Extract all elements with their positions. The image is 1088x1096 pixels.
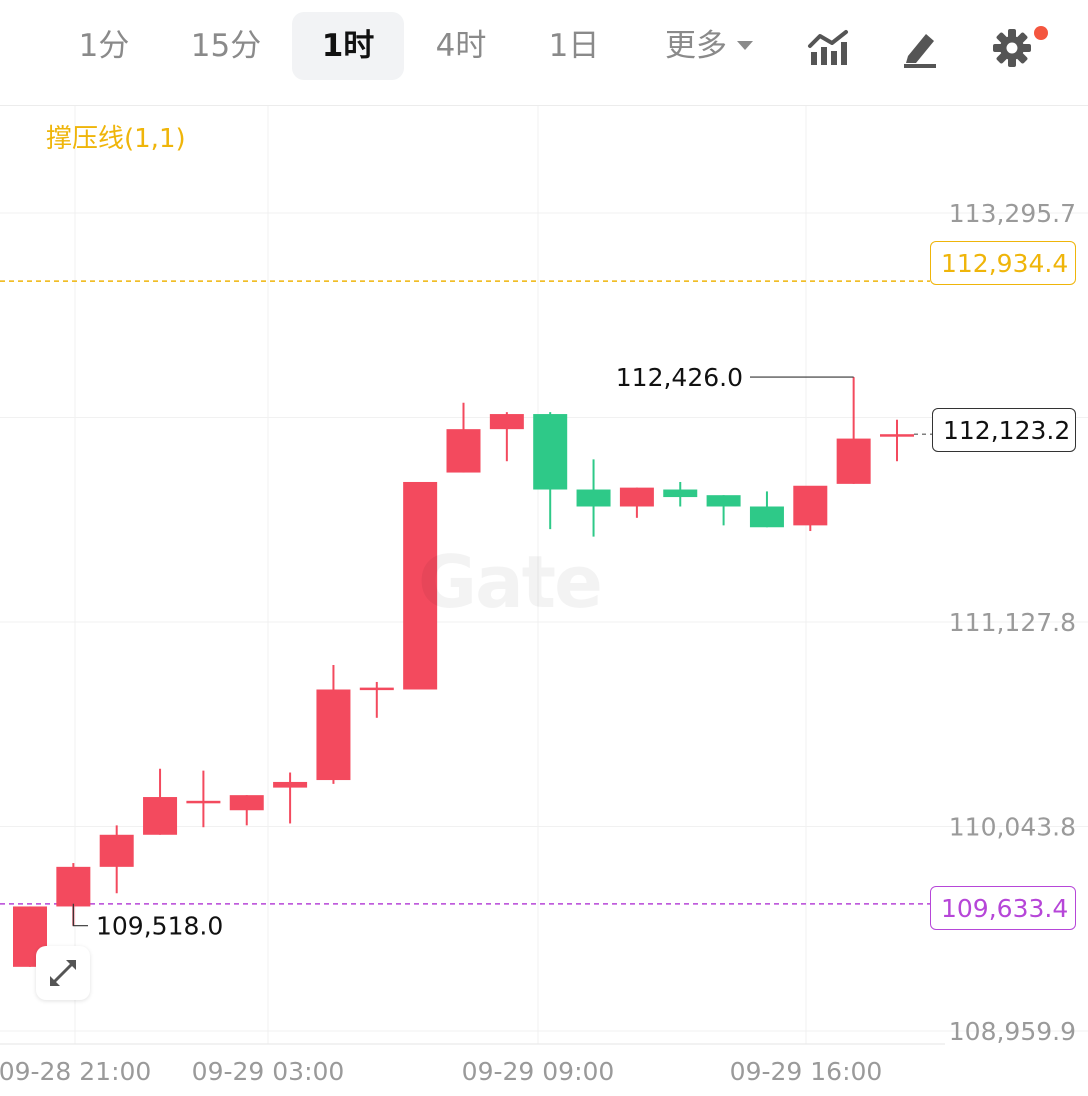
candle-body [273,781,308,788]
candle-body [576,489,611,507]
tab-1d[interactable]: 1日 [548,28,600,64]
support-price-label: 109,633.4 [930,886,1076,930]
candle-body [446,429,481,473]
y-tick-label: 108,959.9 [949,1017,1076,1046]
candle-body [793,485,828,526]
tab-1h[interactable]: 1时 [292,12,404,80]
x-tick-label: 09-29 03:00 [192,1057,345,1086]
timeframe-toolbar: 1分 15分 1时 4时 1日 更多 [0,0,1088,106]
current-price-label: 112,123.2 [932,408,1076,452]
candle-body [186,800,221,804]
candle-body [533,414,568,490]
watermark-logo: Gate [418,540,603,624]
resistance-price-label: 112,934.4 [930,241,1076,285]
candle-body [836,438,871,484]
grid [0,106,1088,1045]
chevron-down-icon [737,41,753,50]
more-label: 更多 [665,28,727,64]
indicators-icon[interactable] [806,26,850,70]
low-leader-line [72,903,88,927]
low-price-label: 109,518.0 [96,912,223,941]
more-dropdown[interactable]: 更多 [644,12,774,80]
tab-4h[interactable]: 4时 [435,28,487,64]
candle-body [403,481,438,690]
candle-body [749,506,784,528]
candle-body [706,495,741,507]
x-tick-label: 09-29 09:00 [462,1057,615,1086]
candle-body [56,866,91,907]
candle-body [489,414,524,430]
settings-icon[interactable] [990,26,1034,70]
candle-body [229,795,264,811]
tab-1m[interactable]: 1分 [78,28,130,64]
fullscreen-button[interactable] [36,946,90,1000]
candle-body [663,489,698,498]
annotations: 112,426.0 109,518.0 [72,363,854,941]
axes: 113,295.7112,211.8111,127.8110,043.8108,… [0,199,1076,1086]
candle-body [99,834,134,867]
y-tick-label: 110,043.8 [949,813,1076,842]
x-tick-label: 09-28 21:00 [0,1057,151,1086]
draw-icon[interactable] [898,26,942,70]
candle-body [316,689,351,781]
y-tick-label: 111,127.8 [949,608,1076,637]
candle-body [619,487,654,507]
notification-dot [1034,26,1048,40]
candle-body [359,687,394,691]
indicator-label: 撑压线(1,1) [46,124,186,154]
high-price-label: 112,426.0 [616,363,743,392]
tab-15m[interactable]: 15分 [190,28,262,64]
candles [13,377,914,967]
y-tick-label: 113,295.7 [949,199,1076,228]
candle-body [880,434,914,437]
price-levels [0,280,932,905]
candle-body [143,797,178,835]
expand-icon [50,960,76,986]
x-tick-label: 09-29 16:00 [730,1057,883,1086]
